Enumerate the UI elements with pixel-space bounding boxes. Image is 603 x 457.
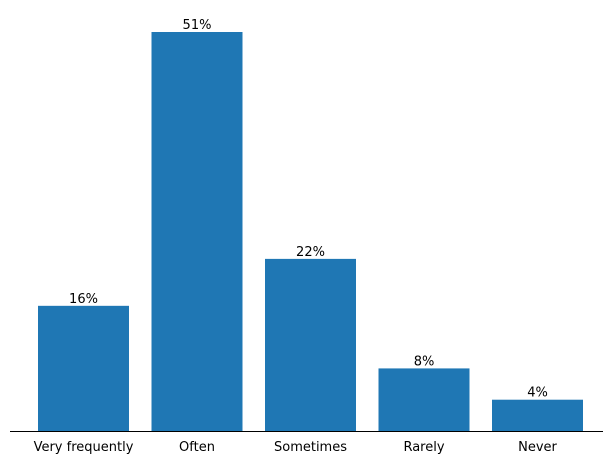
tick-label-often: Often bbox=[179, 440, 215, 455]
bar-sometimes bbox=[265, 258, 356, 431]
bar-very-frequently bbox=[38, 305, 129, 431]
tick-label-sometimes: Sometimes bbox=[274, 440, 347, 455]
bar-never bbox=[492, 399, 583, 431]
bar-labels-group: 16% 51% 22% 8% 4% bbox=[69, 18, 548, 401]
data-label-never: 4% bbox=[527, 386, 548, 401]
bar-often bbox=[151, 32, 243, 431]
data-label-sometimes: 22% bbox=[296, 245, 325, 260]
bar-rarely bbox=[378, 368, 470, 431]
data-label-rarely: 8% bbox=[414, 354, 435, 369]
x-tick-labels-group: Very frequently Often Sometimes Rarely Never bbox=[34, 440, 558, 455]
tick-label-never: Never bbox=[518, 440, 557, 455]
bars-group bbox=[38, 32, 583, 431]
tick-label-rarely: Rarely bbox=[403, 440, 444, 455]
data-label-very-frequently: 16% bbox=[69, 292, 98, 307]
tick-label-very-frequently: Very frequently bbox=[34, 440, 134, 455]
data-label-often: 51% bbox=[183, 18, 212, 33]
